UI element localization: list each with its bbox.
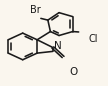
- Text: Cl: Cl: [89, 34, 98, 44]
- Text: Br: Br: [30, 5, 41, 15]
- Text: N: N: [54, 41, 62, 51]
- Text: O: O: [69, 67, 77, 77]
